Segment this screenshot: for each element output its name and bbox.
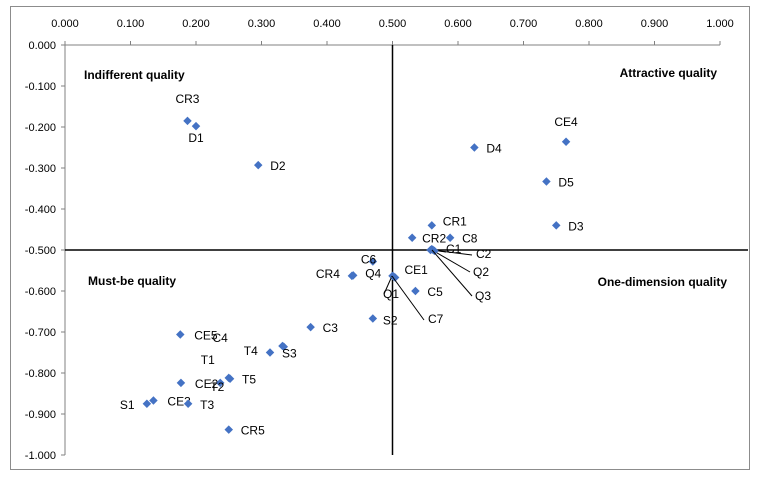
x-tick-label: 0.500 (379, 18, 407, 30)
point-label-d1: D1 (188, 131, 204, 145)
x-tick-label: 0.400 (313, 18, 341, 30)
x-tick-label: 0.300 (248, 18, 276, 30)
quadrant-label-one-dimension: One-dimension quality (598, 275, 728, 289)
point-label-c3: C3 (323, 321, 339, 335)
y-tick-label: -0.800 (25, 368, 56, 380)
point-label-s1: S1 (120, 398, 135, 412)
quadrant-label-attractive: Attractive quality (620, 66, 718, 80)
point-marker-d3 (552, 221, 561, 230)
point-label-d4: D4 (486, 142, 502, 156)
x-tick-label: 0.000 (51, 18, 79, 30)
point-label-ce5: CE5 (194, 328, 218, 342)
point-label-cr3: CR3 (175, 92, 199, 106)
point-marker-s3 (265, 348, 275, 357)
point-label-t2: T2 (210, 380, 224, 394)
point-label-t5: T5 (242, 373, 256, 387)
point-marker-cr5 (224, 425, 233, 434)
point-marker-q4 (348, 271, 358, 280)
x-tick-label: 1.000 (706, 18, 734, 30)
point-marker-c7 (390, 273, 400, 282)
y-tick-label: -0.600 (25, 286, 56, 298)
point-marker-t5 (225, 374, 235, 383)
point-marker-cr2 (407, 233, 417, 242)
quadrant-label-must-be: Must-be quality (88, 274, 176, 288)
point-label-t4: T4 (244, 344, 258, 358)
point-label-d5: D5 (558, 176, 574, 190)
point-marker-ce5 (176, 330, 185, 339)
point-label-t1: T1 (201, 353, 215, 367)
point-label-t3: T3 (200, 398, 214, 412)
point-label-c7: C7 (428, 312, 444, 326)
point-marker-cr3 (183, 116, 192, 126)
point-label-d2: D2 (270, 159, 286, 173)
x-tick-label: 0.600 (444, 18, 472, 30)
point-label-c5: C5 (427, 285, 443, 299)
y-tick-label: -1.000 (25, 450, 56, 462)
y-tick-label: -0.300 (25, 163, 56, 175)
point-label-q1: Q1 (383, 287, 399, 301)
point-marker-d1 (191, 121, 201, 131)
point-marker-c3 (306, 322, 315, 332)
x-tick-label: 0.200 (182, 18, 210, 30)
point-label-s2: S2 (383, 313, 398, 327)
point-marker-s2 (368, 314, 378, 323)
y-tick-label: -0.700 (25, 327, 56, 339)
point-marker-q3 (430, 246, 439, 256)
point-label-cr2: CR2 (422, 232, 446, 246)
x-tick-label: 0.800 (575, 18, 603, 30)
leader-line-c7 (391, 275, 425, 321)
point-label-c8: C8 (462, 232, 478, 246)
point-label-q3: Q3 (475, 289, 491, 303)
y-tick-label: -0.100 (25, 81, 56, 93)
leader-line-c2 (431, 249, 473, 256)
y-tick-label: -0.200 (25, 122, 56, 134)
point-label-c4: C4 (212, 331, 228, 345)
leader-line-q1 (383, 275, 393, 295)
point-label-cr4: CR4 (316, 267, 340, 281)
point-label-cr1: CR1 (443, 214, 467, 228)
x-tick-label: 0.100 (117, 18, 145, 30)
point-marker-t2 (215, 378, 225, 388)
point-marker-c5 (411, 286, 420, 296)
point-marker-ce3 (149, 396, 158, 405)
point-label-q2: Q2 (473, 265, 489, 279)
y-tick-label: -0.500 (25, 245, 56, 257)
point-marker-c6 (368, 257, 378, 266)
point-marker-s1 (142, 399, 152, 408)
leader-line-q2 (431, 249, 471, 273)
point-marker-d2 (253, 160, 263, 170)
point-label-cr5: CR5 (241, 424, 265, 438)
point-marker-d4 (470, 143, 479, 152)
y-tick-label: 0.000 (28, 40, 56, 52)
point-marker-ce4 (561, 137, 571, 147)
y-tick-label: -0.900 (25, 409, 56, 421)
point-marker-t3 (183, 399, 193, 408)
point-marker-t4 (279, 342, 289, 352)
point-marker-cr1 (427, 221, 437, 230)
x-tick-label: 0.700 (510, 18, 538, 30)
chart-frame (10, 6, 750, 470)
point-label-c6: C6 (361, 252, 377, 266)
point-label-s3: S3 (282, 347, 297, 361)
point-label-q4: Q4 (365, 266, 381, 280)
leader-line-q3 (431, 249, 473, 297)
point-label-c2: C2 (476, 247, 492, 261)
y-tick-label: -0.400 (25, 204, 56, 216)
point-marker-d5 (542, 177, 551, 186)
quadrant-label-indifferent: Indifferent quality (84, 68, 185, 82)
point-label-ce2: CE2 (195, 377, 219, 391)
point-label-d3: D3 (568, 219, 584, 233)
point-label-ce4: CE4 (554, 115, 578, 129)
point-marker-c8 (445, 233, 455, 242)
point-label-ce1: CE1 (405, 263, 429, 277)
x-tick-label: 0.900 (641, 18, 669, 30)
point-marker-ce2 (176, 378, 186, 388)
